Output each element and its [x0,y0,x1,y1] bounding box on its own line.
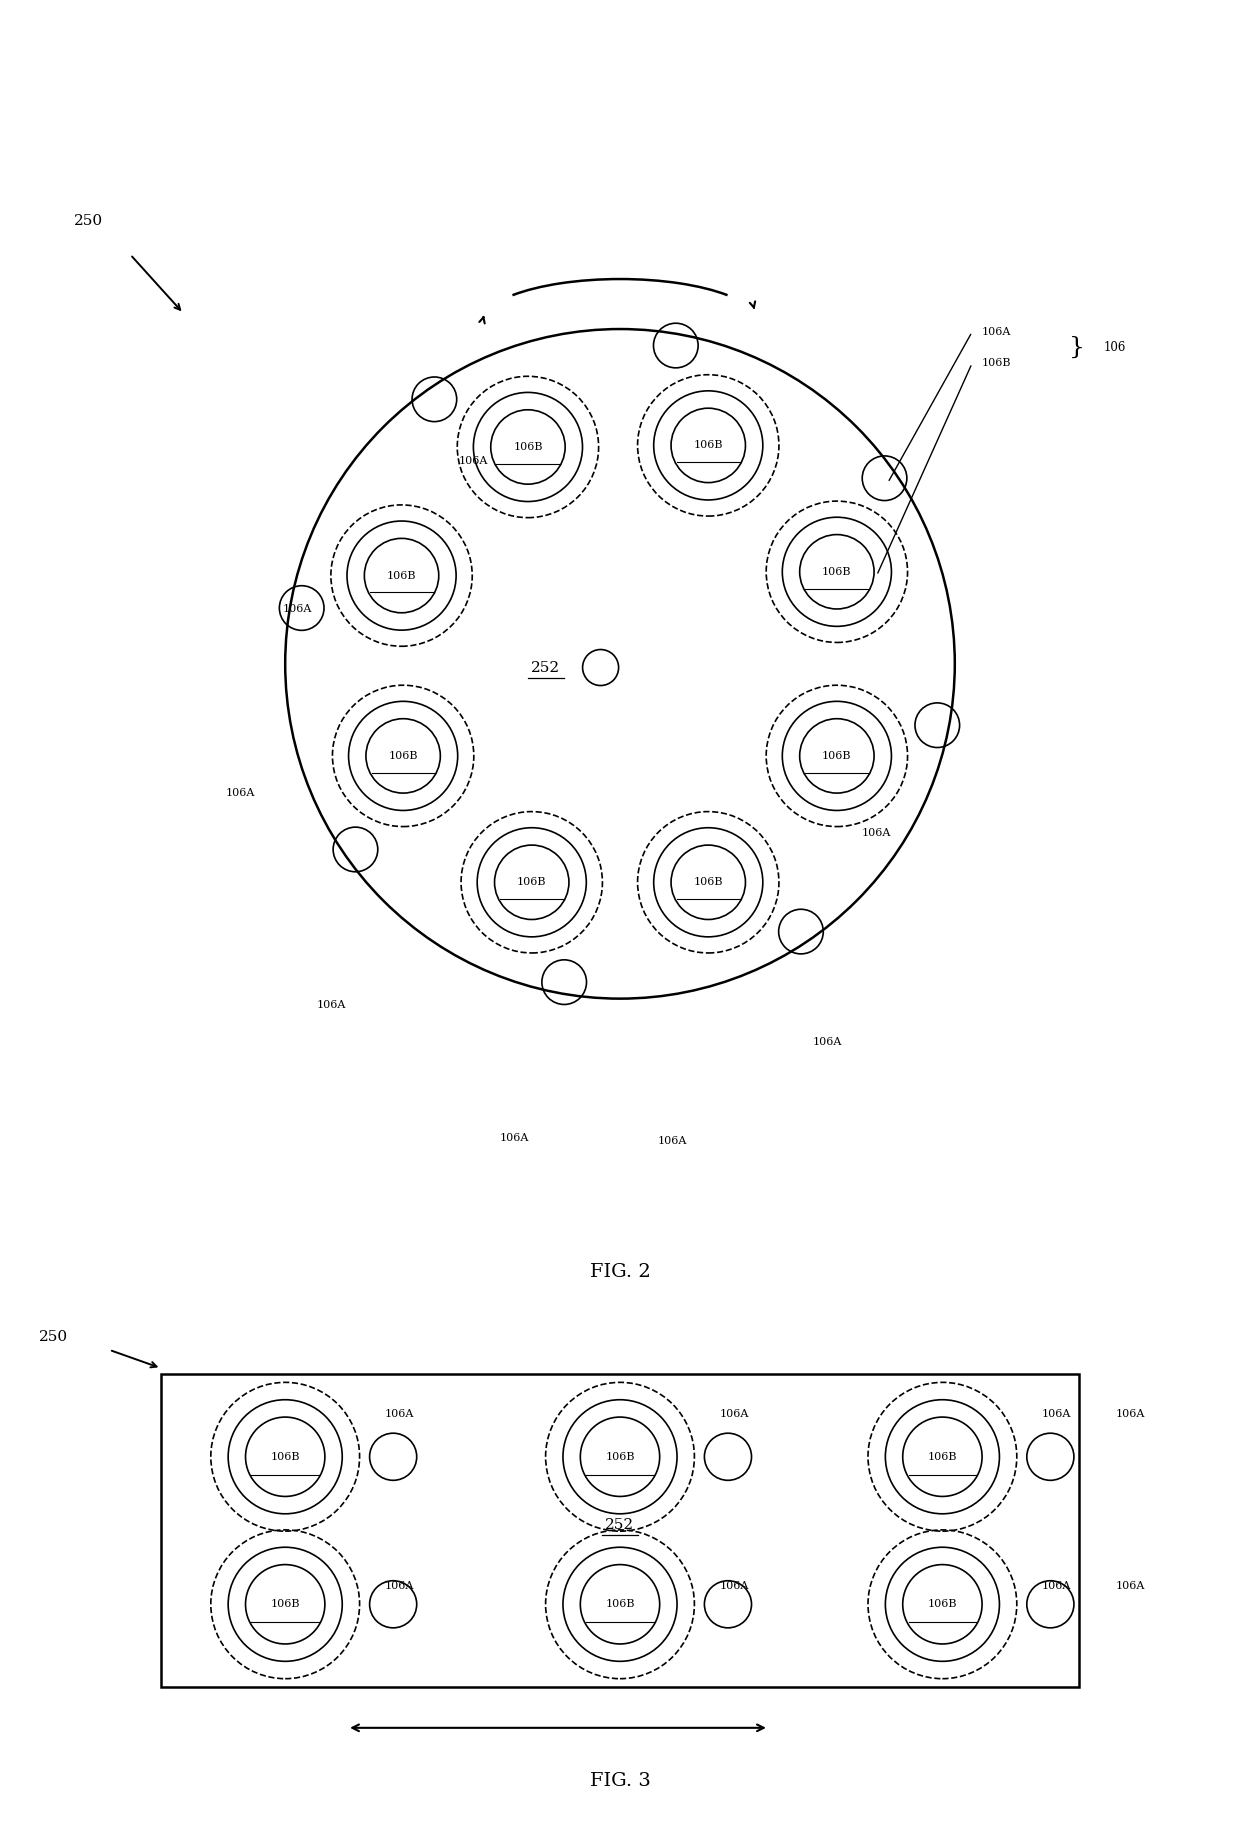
Text: 106A: 106A [719,1409,749,1420]
Text: 106B: 106B [822,566,852,577]
Bar [161,1374,1079,1687]
Text: 106A: 106A [459,455,489,467]
Text: 106A: 106A [283,603,312,614]
Text: 106A: 106A [500,1132,529,1143]
Text: 106B: 106B [822,751,852,762]
Text: 106A: 106A [862,828,892,839]
Text: 106B: 106B [605,1451,635,1462]
Text: 106A: 106A [384,1580,414,1591]
Text: 106B: 106B [928,1599,957,1610]
Text: 106B: 106B [270,1451,300,1462]
Text: 106B: 106B [982,358,1012,369]
Text: 106B: 106B [270,1599,300,1610]
Text: 106A: 106A [226,787,255,798]
Text: 106A: 106A [812,1036,842,1047]
Text: 106B: 106B [605,1599,635,1610]
Text: 106B: 106B [513,443,543,452]
Text: 106B: 106B [387,570,417,581]
Text: }: } [1069,336,1085,360]
Text: 106: 106 [1104,341,1126,354]
Text: 106A: 106A [316,999,346,1011]
Text: 250: 250 [40,1330,68,1344]
Text: 106B: 106B [693,441,723,450]
Text: 106A: 106A [1116,1409,1146,1420]
Text: 106B: 106B [388,751,418,762]
Text: 252: 252 [605,1518,635,1532]
Text: 106A: 106A [719,1580,749,1591]
Text: 252: 252 [531,660,560,675]
Text: 106A: 106A [1042,1580,1071,1591]
Text: 106A: 106A [1116,1580,1146,1591]
Text: 106A: 106A [657,1136,687,1147]
Text: FIG. 3: FIG. 3 [589,1772,651,1791]
Text: FIG. 2: FIG. 2 [590,1263,650,1282]
Text: 106B: 106B [928,1451,957,1462]
Text: 106A: 106A [982,326,1012,337]
Text: 106B: 106B [517,878,547,887]
Text: 106B: 106B [693,878,723,887]
Text: 106A: 106A [1042,1409,1071,1420]
Text: 106A: 106A [384,1409,414,1420]
Text: 250: 250 [74,214,103,229]
